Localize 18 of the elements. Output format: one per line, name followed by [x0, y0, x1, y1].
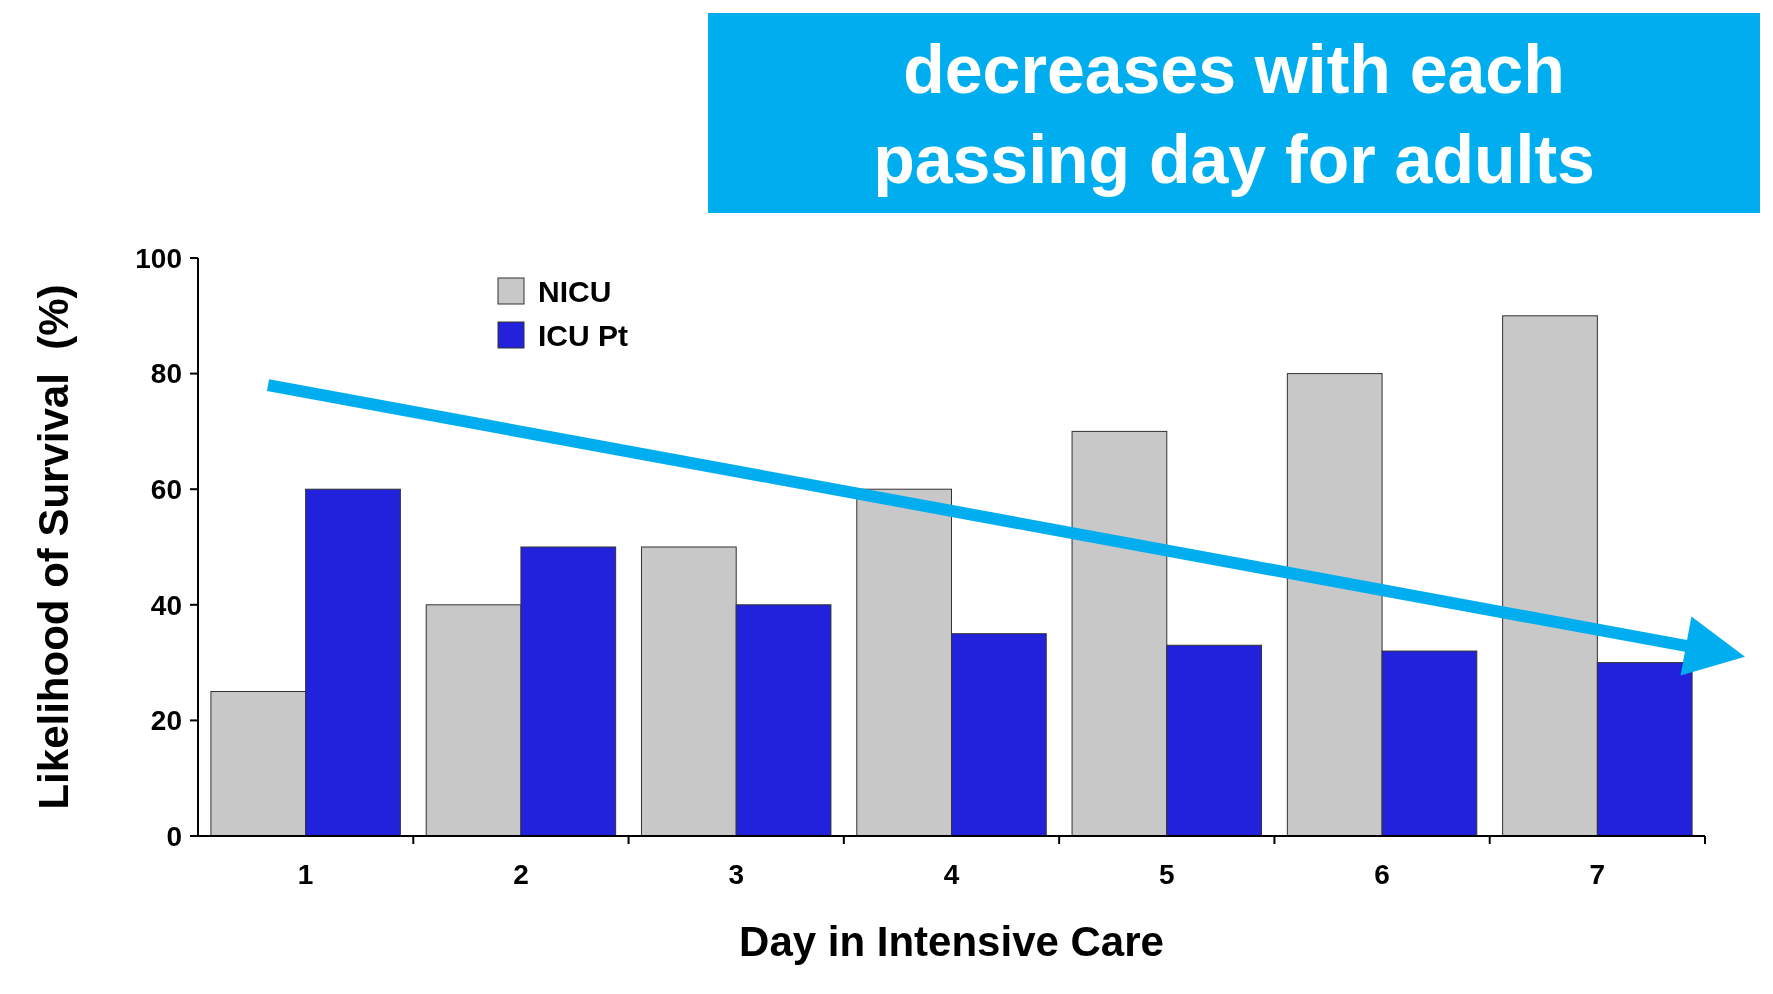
- y-tick-label: 0: [166, 820, 182, 852]
- x-tick-label: 2: [513, 859, 529, 890]
- y-tick-label: 40: [150, 589, 182, 621]
- x-axis-title: Day in Intensive Care: [739, 918, 1164, 965]
- x-tick-label: 1: [297, 859, 314, 890]
- x-tick-label: 6: [1374, 859, 1390, 890]
- x-tick-label: 3: [728, 859, 744, 890]
- text: decreases with each passing day for adults: [873, 31, 1595, 197]
- legend-label: NICU: [538, 274, 612, 308]
- y-axis-title: Likelihood of Survival (%): [30, 284, 77, 810]
- x-tick-label: 5: [1159, 859, 1175, 890]
- y-tick-label: 60: [150, 474, 182, 505]
- y-tick-label: 80: [150, 358, 182, 390]
- y-tick-label: 100: [135, 242, 182, 274]
- x-tick-label: 7: [1589, 859, 1606, 890]
- y-tick-label: 20: [150, 705, 182, 737]
- x-tick-label: 4: [943, 859, 960, 890]
- legend-label: ICU Pt: [538, 318, 629, 352]
